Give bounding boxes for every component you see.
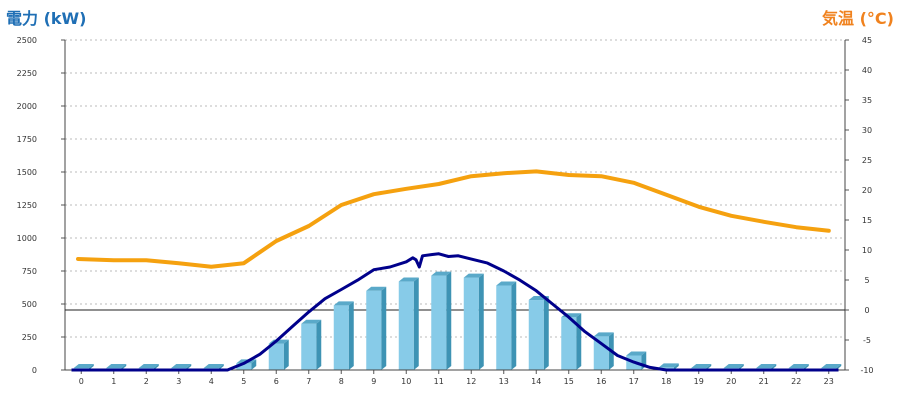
x-tick-label-6: 6 [274,377,279,386]
bar-9 [366,286,387,370]
x-tick-label-19: 19 [694,377,704,386]
right-tick-label-8: 30 [862,126,872,135]
x-tick-label-23: 23 [824,377,834,386]
bar-14 [528,296,549,370]
left-tick-label-8: 2000 [17,102,37,111]
x-tick-label-7: 7 [306,377,311,386]
bar-10 [398,277,419,370]
x-tick-label-5: 5 [241,377,246,386]
y-axis-left-label: 電力 (kW) [6,9,87,28]
x-tick-label-9: 9 [371,377,376,386]
x-tick-label-15: 15 [564,377,574,386]
x-tick-label-12: 12 [466,377,476,386]
right-tick-label-3: 5 [864,276,869,285]
temperature-line [76,169,831,269]
x-tick-label-1: 1 [111,377,116,386]
right-tick-label-5: 15 [862,216,872,225]
x-tick-label-21: 21 [759,377,769,386]
right-tick-label-6: 20 [862,186,872,195]
right-tick-label-1: -5 [863,336,871,345]
bar-7 [301,319,322,370]
bar-13 [496,281,517,370]
left-tick-label-1: 250 [22,333,37,342]
left-tick-label-10: 2500 [17,36,37,45]
x-tick-label-3: 3 [176,377,181,386]
x-tick-label-22: 22 [791,377,801,386]
right-tick-label-7: 25 [862,156,872,165]
x-tick-label-16: 16 [596,377,606,386]
left-tick-label-5: 1250 [17,201,37,210]
bar-8 [333,301,354,370]
right-tick-label-2: 0 [864,306,869,315]
right-tick-label-11: 45 [862,36,872,45]
left-tick-label-4: 1000 [17,234,37,243]
x-tick-label-0: 0 [79,377,84,386]
x-tick-label-4: 4 [209,377,214,386]
bar-12 [463,273,484,370]
x-tick-label-11: 11 [434,377,444,386]
bar-11 [431,271,452,370]
x-tick-label-20: 20 [726,377,736,386]
x-tick-label-18: 18 [661,377,671,386]
x-tick-label-8: 8 [339,377,344,386]
right-tick-label-0: -10 [860,366,873,375]
left-tick-label-2: 500 [22,300,37,309]
left-tick-label-0: 0 [32,366,37,375]
x-tick-label-2: 2 [144,377,149,386]
left-tick-label-9: 2250 [17,69,37,78]
left-tick-label-6: 1500 [17,168,37,177]
right-tick-label-9: 35 [862,96,872,105]
x-tick-label-10: 10 [401,377,411,386]
bar-6 [268,339,289,370]
x-tick-label-14: 14 [531,377,541,386]
x-tick-label-13: 13 [499,377,509,386]
right-tick-label-10: 40 [862,66,872,75]
bar-15 [561,313,582,370]
right-tick-label-4: 10 [862,246,872,255]
left-tick-label-7: 1750 [17,135,37,144]
power-line [71,252,839,372]
x-tick-label-17: 17 [629,377,639,386]
left-tick-label-3: 750 [22,267,37,276]
y-axis-right-label: 気温 (°C) [822,9,894,28]
